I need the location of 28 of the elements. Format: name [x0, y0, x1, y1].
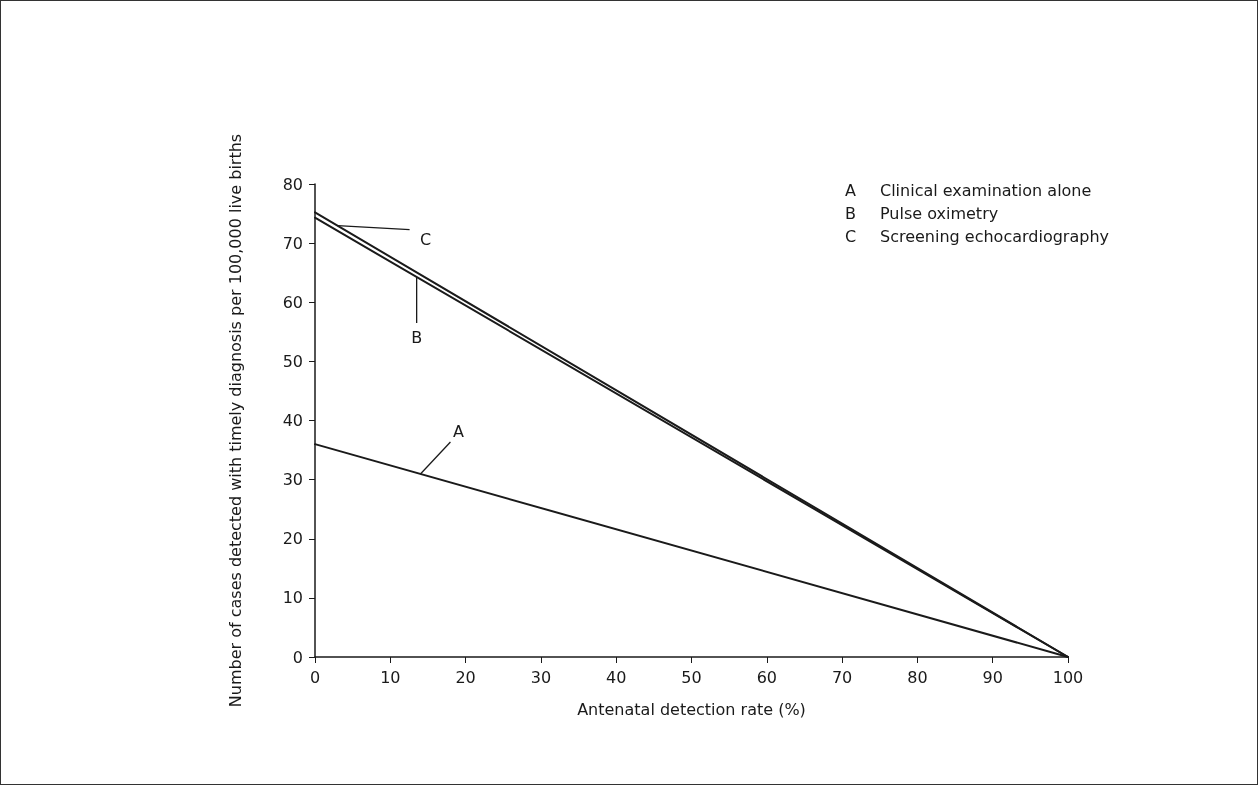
y-tick-label: 30: [282, 470, 303, 490]
y-tick-label: 60: [282, 292, 303, 312]
x-tick-label: 40: [606, 667, 627, 687]
x-tick-label: 20: [455, 667, 476, 687]
x-tick-label: 10: [380, 667, 401, 687]
y-tick-label: 80: [282, 174, 303, 194]
series-label: C: [420, 230, 432, 250]
y-tick-label: 0: [292, 647, 303, 667]
x-tick-label: 70: [831, 667, 853, 687]
y-tick-label: 20: [282, 529, 303, 549]
text: B Pulse oximetry: [845, 203, 999, 223]
x-tick-label: 50: [681, 667, 702, 687]
y-tick-label: 70: [282, 233, 303, 253]
y-axis-title: Number of cases detected with timely diagnosis per 100,000 live births: [225, 133, 245, 708]
x-axis-title: Antenatal detection rate (%): [577, 699, 806, 719]
y-tick-label: 50: [282, 351, 303, 371]
text: B: [411, 327, 423, 347]
y-tick-label: 10: [282, 588, 303, 608]
text: A: [452, 422, 464, 442]
x-tick-label: 30: [530, 667, 552, 687]
text: A Clinical examination alone: [845, 180, 1092, 200]
y-tick-label: 40: [282, 411, 303, 430]
x-tick-label: 100: [1052, 667, 1084, 687]
x-tick-label: 80: [907, 667, 928, 687]
x-tick-label: 60: [756, 667, 777, 687]
text: C Screening echocardiography: [845, 226, 1109, 246]
x-tick-label: 0: [309, 667, 321, 687]
x-tick-label: 90: [982, 667, 1003, 687]
